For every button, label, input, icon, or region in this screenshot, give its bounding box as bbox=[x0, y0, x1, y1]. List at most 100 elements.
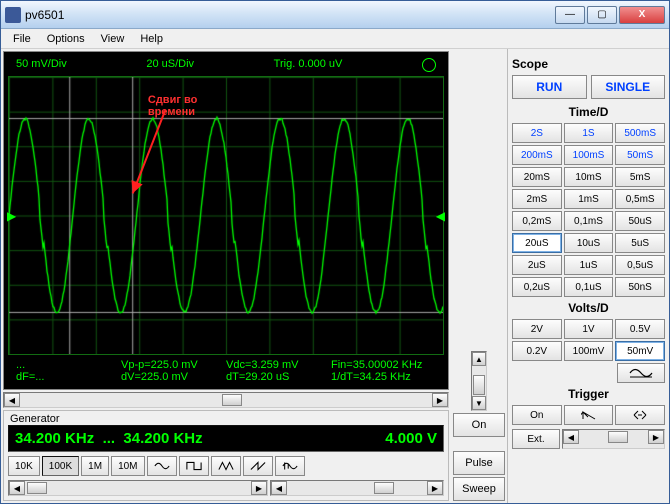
scroll-right-icon[interactable]: ▶ bbox=[251, 481, 267, 495]
time-0,1uS-button[interactable]: 0,1uS bbox=[564, 277, 614, 297]
time-2S-button[interactable]: 2S bbox=[512, 123, 562, 143]
time-20mS-button[interactable]: 20mS bbox=[512, 167, 562, 187]
maximize-button[interactable]: ▢ bbox=[587, 6, 617, 24]
gen-v-scrollbar[interactable]: ▲ ▼ bbox=[471, 351, 487, 411]
time-0,2uS-button[interactable]: 0,2uS bbox=[512, 277, 562, 297]
scroll-thumb[interactable] bbox=[608, 431, 628, 443]
range-100K-button[interactable]: 100K bbox=[42, 456, 79, 476]
scroll-up-icon[interactable]: ▲ bbox=[472, 352, 486, 366]
volts-50mV-button[interactable]: 50mV bbox=[615, 341, 665, 361]
time-1uS-button[interactable]: 1uS bbox=[564, 255, 614, 275]
time-0,5mS-button[interactable]: 0,5mS bbox=[615, 189, 665, 209]
generator-panel: Generator 34.200 KHz ... 34.200 KHz 4.00… bbox=[3, 410, 449, 501]
menu-file[interactable]: File bbox=[5, 31, 39, 47]
trigger-level-scrollbar[interactable]: ◀ ▶ bbox=[562, 429, 665, 449]
right-panel: Scope RUN SINGLE Time/D 2S1S500mS200mS10… bbox=[507, 49, 669, 503]
both-edge-icon bbox=[632, 409, 648, 421]
menu-help[interactable]: Help bbox=[132, 31, 171, 47]
scroll-left-icon[interactable]: ◀ bbox=[563, 430, 579, 444]
minimize-button[interactable]: — bbox=[555, 6, 585, 24]
ac-coupling-icon bbox=[629, 368, 653, 378]
time-1S-button[interactable]: 1S bbox=[564, 123, 614, 143]
coupling-button[interactable] bbox=[617, 363, 665, 383]
time-50uS-button[interactable]: 50uS bbox=[615, 211, 665, 231]
scope-h-scrollbar[interactable]: ◀ ▶ bbox=[3, 392, 449, 408]
stat-vpp: Vp-p=225.0 mV bbox=[121, 359, 226, 371]
time-500mS-button[interactable]: 500mS bbox=[615, 123, 665, 143]
trigger-ext-button[interactable]: Ext. bbox=[512, 429, 560, 449]
waveform-3-button[interactable] bbox=[243, 456, 273, 476]
time-10uS-button[interactable]: 10uS bbox=[564, 233, 614, 253]
stat-dv: dV=225.0 mV bbox=[121, 371, 226, 383]
volts-100mV-button[interactable]: 100mV bbox=[564, 341, 614, 361]
time-2mS-button[interactable]: 2mS bbox=[512, 189, 562, 209]
gen-volt-scrollbar[interactable]: ◀ ▶ bbox=[270, 480, 444, 496]
scroll-thumb[interactable] bbox=[473, 375, 485, 395]
time-50nS-button[interactable]: 50nS bbox=[615, 277, 665, 297]
scroll-thumb[interactable] bbox=[27, 482, 47, 494]
on-button[interactable]: On bbox=[453, 413, 505, 437]
menu-options[interactable]: Options bbox=[39, 31, 93, 47]
trigger-on-button[interactable]: On bbox=[512, 405, 562, 425]
volts-1V-button[interactable]: 1V bbox=[564, 319, 614, 339]
time-5uS-button[interactable]: 5uS bbox=[615, 233, 665, 253]
waveform-2-button[interactable] bbox=[211, 456, 241, 476]
scroll-left-icon[interactable]: ◀ bbox=[4, 393, 20, 407]
scroll-thumb[interactable] bbox=[222, 394, 242, 406]
scope-panel: 50 mV/Div 20 uS/Div Trig. 0.000 uV Сдвиг… bbox=[3, 51, 449, 390]
stat-dots: ... bbox=[16, 359, 121, 371]
pulse-button[interactable]: Pulse bbox=[453, 451, 505, 475]
stat-dt: dT=29.20 uS bbox=[226, 371, 331, 383]
y-div-label: 50 mV/Div bbox=[16, 58, 67, 72]
time-20uS-button[interactable]: 20uS bbox=[512, 233, 562, 253]
range-10K-button[interactable]: 10K bbox=[8, 456, 40, 476]
trigger-rising-button[interactable] bbox=[564, 405, 614, 425]
menu-view[interactable]: View bbox=[93, 31, 133, 47]
generator-display: 34.200 KHz ... 34.200 KHz 4.000 V bbox=[8, 425, 444, 452]
right-marker-icon: ◀ bbox=[436, 209, 445, 223]
time-2uS-button[interactable]: 2uS bbox=[512, 255, 562, 275]
generator-title: Generator bbox=[8, 413, 444, 425]
time-200mS-button[interactable]: 200mS bbox=[512, 145, 562, 165]
trigger-indicator-icon bbox=[422, 58, 436, 72]
menubar: File Options View Help bbox=[1, 29, 669, 49]
time-0,1mS-button[interactable]: 0,1mS bbox=[564, 211, 614, 231]
volts-section-label: Volts/D bbox=[512, 301, 665, 315]
waveform-4-button[interactable] bbox=[275, 456, 305, 476]
scroll-thumb[interactable] bbox=[374, 482, 394, 494]
scroll-down-icon[interactable]: ▼ bbox=[472, 396, 486, 410]
range-10M-button[interactable]: 10M bbox=[111, 456, 144, 476]
scroll-left-icon[interactable]: ◀ bbox=[271, 481, 287, 495]
volts-0.2V-button[interactable]: 0.2V bbox=[512, 341, 562, 361]
time-5mS-button[interactable]: 5mS bbox=[615, 167, 665, 187]
stat-df: dF=... bbox=[16, 371, 121, 383]
stat-fin: Fin=35.00002 KHz bbox=[331, 359, 436, 371]
waveform-0-button[interactable] bbox=[147, 456, 177, 476]
single-button[interactable]: SINGLE bbox=[591, 75, 666, 99]
stat-invdt: 1/dT=34.25 KHz bbox=[331, 371, 436, 383]
time-0,2mS-button[interactable]: 0,2mS bbox=[512, 211, 562, 231]
scope-graph[interactable]: Сдвиг во времени ▶ ◀ bbox=[8, 76, 444, 355]
scroll-right-icon[interactable]: ▶ bbox=[427, 481, 443, 495]
close-button[interactable]: X bbox=[619, 6, 665, 24]
gen-freq-scrollbar[interactable]: ◀ ▶ bbox=[8, 480, 268, 496]
sweep-button[interactable]: Sweep bbox=[453, 477, 505, 501]
range-1M-button[interactable]: 1M bbox=[81, 456, 109, 476]
trig-label: Trig. 0.000 uV bbox=[274, 58, 343, 72]
waveform-1-button[interactable] bbox=[179, 456, 209, 476]
titlebar: pv6501 — ▢ X bbox=[1, 1, 669, 29]
scroll-right-icon[interactable]: ▶ bbox=[432, 393, 448, 407]
time-50mS-button[interactable]: 50mS bbox=[615, 145, 665, 165]
scroll-left-icon[interactable]: ◀ bbox=[9, 481, 25, 495]
time-1mS-button[interactable]: 1mS bbox=[564, 189, 614, 209]
scope-stats: ... Vp-p=225.0 mV Vdc=3.259 mV Fin=35.00… bbox=[8, 357, 444, 385]
rising-edge-icon bbox=[581, 409, 597, 421]
time-100mS-button[interactable]: 100mS bbox=[564, 145, 614, 165]
trigger-both-button[interactable] bbox=[615, 405, 665, 425]
time-0,5uS-button[interactable]: 0,5uS bbox=[615, 255, 665, 275]
volts-2V-button[interactable]: 2V bbox=[512, 319, 562, 339]
scroll-right-icon[interactable]: ▶ bbox=[648, 430, 664, 444]
time-10mS-button[interactable]: 10mS bbox=[564, 167, 614, 187]
volts-0.5V-button[interactable]: 0.5V bbox=[615, 319, 665, 339]
run-button[interactable]: RUN bbox=[512, 75, 587, 99]
